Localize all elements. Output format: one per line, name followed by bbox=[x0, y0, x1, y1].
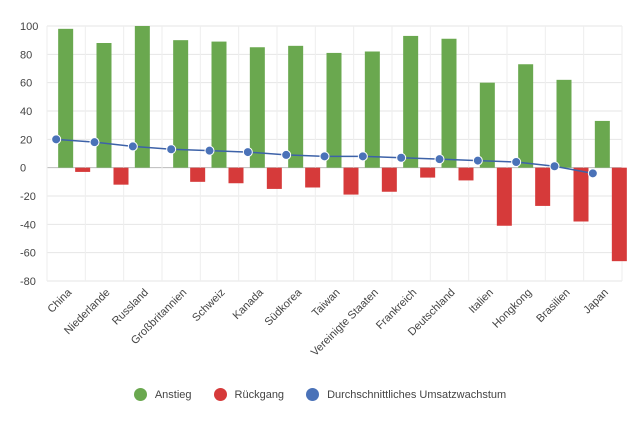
bar-anstieg-6 bbox=[288, 45, 304, 168]
point-durchschnitt-5 bbox=[242, 147, 253, 158]
point-durchschnitt-6 bbox=[281, 149, 292, 160]
x-tick-label-7: Taiwan bbox=[310, 287, 343, 320]
x-tick-label-5: Kanada bbox=[231, 286, 267, 322]
y-tick-label-3: 40 bbox=[20, 106, 32, 118]
bar-rueckgang-6 bbox=[305, 167, 321, 188]
series-anstieg bbox=[58, 26, 610, 168]
bar-anstieg-14 bbox=[594, 120, 610, 168]
y-tick-label-5: 0 bbox=[20, 163, 26, 175]
bar-rueckgang-10 bbox=[458, 167, 474, 181]
bar-rueckgang-8 bbox=[381, 167, 397, 192]
bar-anstieg-4 bbox=[211, 41, 227, 168]
bar-anstieg-10 bbox=[441, 38, 457, 168]
point-durchschnitt-4 bbox=[204, 145, 215, 156]
point-durchschnitt-3 bbox=[166, 144, 177, 155]
bar-rueckgang-0 bbox=[75, 167, 91, 172]
y-tick-label-1: 80 bbox=[20, 49, 32, 61]
bar-rueckgang-13 bbox=[573, 167, 589, 222]
x-tick-label-14: Japan bbox=[581, 287, 611, 317]
bar-anstieg-13 bbox=[556, 79, 572, 168]
legend-item-anstieg[interactable]: Anstieg bbox=[133, 388, 192, 401]
bar-rueckgang-11 bbox=[496, 167, 512, 226]
bar-anstieg-9 bbox=[403, 35, 419, 168]
point-durchschnitt-7 bbox=[319, 151, 330, 162]
y-tick-label-4: 20 bbox=[20, 134, 32, 146]
x-tick-label-11: Italien bbox=[467, 287, 496, 316]
legend-label-rueckgang: Rückgang bbox=[234, 388, 285, 401]
bar-rueckgang-4 bbox=[228, 167, 244, 184]
point-durchschnitt-1 bbox=[89, 137, 100, 148]
bar-anstieg-12 bbox=[518, 64, 534, 168]
x-tick-label-6: Südkorea bbox=[263, 286, 305, 328]
y-tick-label-7: -40 bbox=[20, 219, 36, 231]
point-durchschnitt-2 bbox=[127, 141, 138, 152]
y-tick-label-8: -60 bbox=[20, 248, 36, 260]
x-tick-label-8: Vereinigte Staaten bbox=[309, 287, 381, 359]
y-tick-label-6: -20 bbox=[20, 191, 36, 203]
bar-anstieg-2 bbox=[134, 26, 150, 168]
bar-anstieg-11 bbox=[479, 82, 495, 168]
legend-label-anstieg: Anstieg bbox=[154, 388, 192, 401]
legend-swatch-rueckgang bbox=[213, 388, 227, 401]
point-durchschnitt-11 bbox=[472, 155, 483, 166]
legend: Anstieg Rückgang Durchschnittliches Umsa… bbox=[0, 388, 640, 401]
bar-anstieg-8 bbox=[364, 51, 380, 168]
point-durchschnitt-9 bbox=[396, 152, 407, 163]
y-tick-label-2: 60 bbox=[20, 78, 32, 90]
legend-swatch-anstieg bbox=[133, 388, 147, 401]
point-durchschnitt-13 bbox=[549, 161, 560, 172]
x-tick-label-13: Brasilien bbox=[534, 287, 572, 325]
bar-rueckgang-5 bbox=[266, 167, 282, 189]
y-tick-label-0: 100 bbox=[20, 21, 38, 33]
x-tick-label-0: China bbox=[45, 286, 74, 315]
bar-rueckgang-12 bbox=[535, 167, 551, 206]
point-durchschnitt-12 bbox=[511, 157, 522, 167]
bar-anstieg-1 bbox=[96, 43, 112, 168]
y-tick-label-9: -80 bbox=[20, 276, 36, 288]
y-axis: 100 80 60 40 20 0 -20 -40 -60 -80 bbox=[20, 21, 38, 288]
legend-item-durchschnitt[interactable]: Durchschnittliches Umsatzwachstum bbox=[306, 388, 506, 401]
bar-rueckgang-14 bbox=[611, 167, 627, 262]
series-durchschnitt bbox=[51, 134, 598, 179]
bar-anstieg-0 bbox=[58, 28, 74, 168]
x-tick-label-12: Hongkong bbox=[490, 287, 534, 331]
bar-rueckgang-3 bbox=[190, 167, 206, 182]
legend-swatch-durchschnitt bbox=[306, 388, 320, 401]
point-durchschnitt-10 bbox=[434, 154, 445, 165]
bar-anstieg-5 bbox=[249, 47, 265, 168]
x-tick-label-4: Schweiz bbox=[190, 287, 227, 324]
point-durchschnitt-0 bbox=[51, 134, 62, 145]
legend-item-rueckgang[interactable]: Rückgang bbox=[213, 388, 285, 401]
point-durchschnitt-8 bbox=[357, 151, 368, 162]
point-durchschnitt-14 bbox=[587, 168, 598, 179]
bar-anstieg-3 bbox=[173, 40, 189, 168]
series-rueckgang bbox=[75, 167, 627, 262]
bar-rueckgang-7 bbox=[343, 167, 359, 195]
bar-rueckgang-9 bbox=[420, 167, 436, 178]
bar-rueckgang-1 bbox=[113, 167, 129, 185]
legend-label-durchschnitt: Durchschnittliches Umsatzwachstum bbox=[327, 388, 507, 401]
bar-anstieg-7 bbox=[326, 52, 342, 168]
